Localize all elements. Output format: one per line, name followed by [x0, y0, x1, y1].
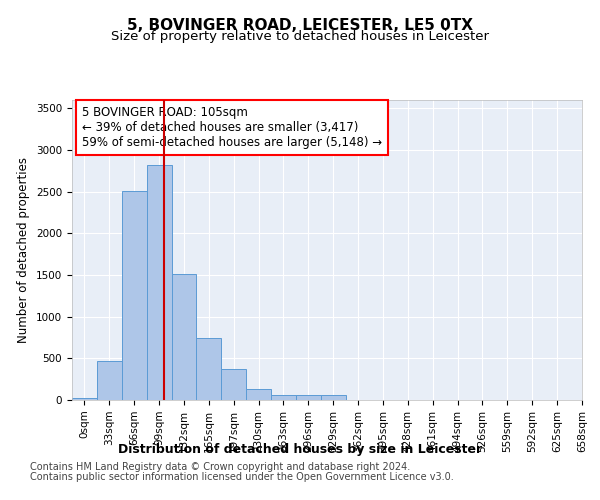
- Y-axis label: Number of detached properties: Number of detached properties: [17, 157, 31, 343]
- Bar: [246, 389, 271, 400]
- Text: Contains public sector information licensed under the Open Government Licence v3: Contains public sector information licen…: [30, 472, 454, 482]
- Bar: [172, 274, 196, 400]
- Text: 5, BOVINGER ROAD, LEICESTER, LE5 0TX: 5, BOVINGER ROAD, LEICESTER, LE5 0TX: [127, 18, 473, 32]
- Bar: [72, 398, 97, 400]
- Text: Size of property relative to detached houses in Leicester: Size of property relative to detached ho…: [111, 30, 489, 43]
- Text: 5 BOVINGER ROAD: 105sqm
← 39% of detached houses are smaller (3,417)
59% of semi: 5 BOVINGER ROAD: 105sqm ← 39% of detache…: [82, 106, 382, 149]
- Bar: [146, 165, 172, 400]
- Bar: [97, 361, 122, 400]
- Bar: [196, 338, 221, 400]
- Text: Contains HM Land Registry data © Crown copyright and database right 2024.: Contains HM Land Registry data © Crown c…: [30, 462, 410, 472]
- Bar: [321, 396, 346, 400]
- Bar: [122, 191, 146, 400]
- Bar: [271, 394, 296, 400]
- Bar: [296, 396, 321, 400]
- Text: Distribution of detached houses by size in Leicester: Distribution of detached houses by size …: [118, 442, 482, 456]
- Bar: [221, 369, 246, 400]
